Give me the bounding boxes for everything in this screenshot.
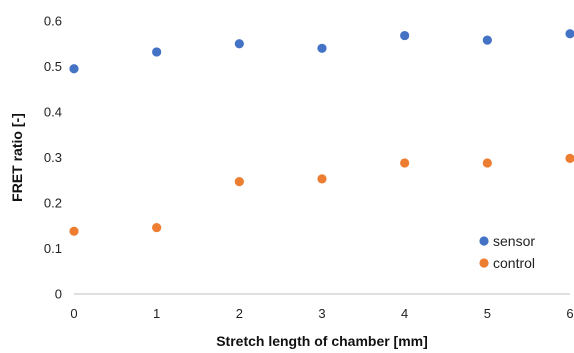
control-point (400, 158, 410, 168)
y-tick-labels: 0 0.1 0.2 0.3 0.4 0.5 0.6 (44, 14, 62, 302)
y-axis-title: FRET ratio [-] (9, 113, 25, 202)
x-tick-label: 6 (566, 306, 573, 321)
control-point (482, 158, 492, 168)
x-axis-title: Stretch length of chamber [mm] (216, 333, 428, 349)
legend-label-control: control (493, 255, 535, 271)
sensor-point (400, 30, 410, 41)
y-tick-label: 0 (55, 287, 62, 302)
x-tick-label: 4 (401, 306, 408, 321)
y-tick-label: 0.5 (44, 59, 62, 74)
x-tick-label: 0 (70, 306, 77, 321)
x-tick-label: 3 (318, 306, 325, 321)
y-tick-label: 0.6 (44, 14, 62, 29)
sensor-point (152, 47, 162, 57)
x-tick-label: 5 (484, 306, 491, 321)
x-tick-label: 1 (153, 306, 160, 321)
sensor-point (482, 35, 492, 45)
legend: sensor control (479, 233, 535, 271)
sensor-point (69, 64, 79, 74)
control-point (234, 177, 244, 187)
y-tick-label: 0.1 (44, 241, 62, 256)
y-tick-label: 0.4 (44, 105, 62, 120)
x-tick-labels: 0 1 2 3 4 5 6 (70, 306, 573, 321)
legend-marker-control (479, 258, 489, 268)
control-point (69, 226, 79, 236)
y-tick-label: 0.3 (44, 150, 62, 165)
legend-marker-sensor (479, 236, 489, 246)
control-point (152, 222, 162, 233)
x-tick-label: 2 (236, 306, 243, 321)
control-point (565, 153, 574, 164)
sensor-point (234, 39, 244, 49)
sensor-point (317, 43, 327, 53)
legend-label-sensor: sensor (493, 233, 535, 249)
data-points (69, 29, 574, 236)
y-tick-label: 0.2 (44, 196, 62, 211)
control-point (317, 174, 327, 184)
sensor-point (565, 29, 574, 39)
